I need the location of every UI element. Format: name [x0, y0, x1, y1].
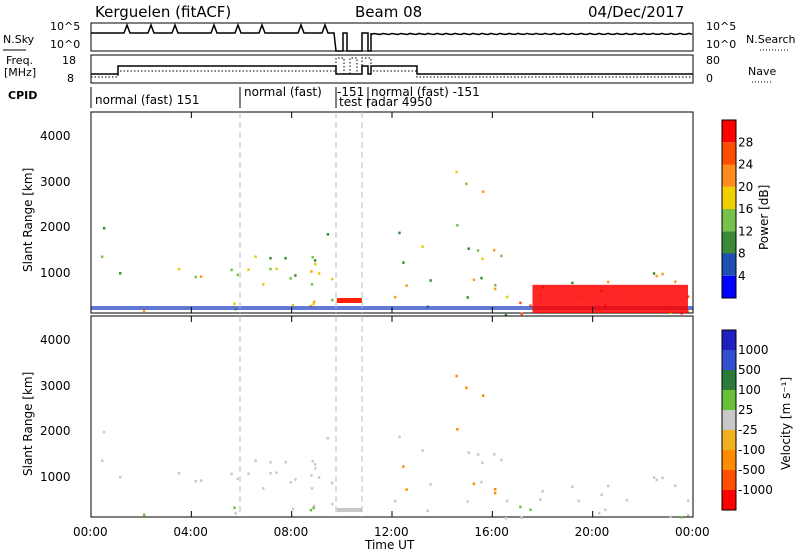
- beam-title: Beam 08: [355, 3, 422, 21]
- power-cbar-tick: 4: [738, 269, 746, 283]
- power-ytick-1000: 1000: [40, 266, 71, 280]
- velocity-cbar-segment: [722, 390, 736, 410]
- x-tick-label: 12:00: [374, 525, 409, 539]
- vel-ytick-4000: 4000: [40, 333, 71, 347]
- velocity-cbar-tick: 100: [738, 383, 761, 397]
- velocity-heatmap: [101, 374, 690, 520]
- power-cbar-segment: [722, 120, 736, 143]
- power-cbar-segment: [722, 231, 736, 254]
- vel-ytick-3000: 3000: [40, 379, 71, 393]
- freq-tick-bottom: 8: [67, 72, 74, 85]
- freq-tick-top: 18: [62, 54, 76, 67]
- vel-ylabel: Slant Range [km]: [21, 372, 35, 476]
- vel-cbar-label: Velocity [m s⁻¹]: [779, 377, 793, 470]
- velocity-cbar-segment: [722, 330, 736, 350]
- nsky-trace: [91, 22, 693, 52]
- power-cbar-segment: [722, 209, 736, 232]
- station-title: Kerguelen (fitACF): [95, 3, 231, 21]
- nsearch-tick-bottom: 10^0: [706, 38, 736, 51]
- x-tick-label: 00:00: [675, 525, 710, 539]
- power-cbar-tick: 20: [738, 180, 753, 194]
- cpid-seg-5: normal (fast) -151: [371, 85, 480, 99]
- power-ytick-3000: 3000: [40, 175, 71, 189]
- velocity-cbar-tick: 25: [738, 403, 753, 417]
- power-cbar-tick: 24: [738, 158, 753, 172]
- velocity-panel-frame: [90, 315, 694, 518]
- nsearch-tick-top: 10^5: [706, 20, 736, 33]
- nsky-panel: [90, 22, 694, 52]
- x-tick-label: 20:00: [575, 525, 610, 539]
- velocity-cbar-tick: -500: [738, 463, 765, 477]
- vel-ytick-1000: 1000: [40, 470, 71, 484]
- power-cbar-tick: 28: [738, 135, 753, 149]
- x-tick-label: 08:00: [274, 525, 309, 539]
- velocity-cbar-segment: [722, 370, 736, 390]
- cpid-label: CPID: [8, 89, 37, 102]
- nsky-tick-bottom: 10^0: [50, 38, 80, 51]
- power-cbar-tick: 12: [738, 224, 753, 238]
- cpid-seg-3: -151: [337, 85, 364, 99]
- velocity-cbar-segment: [722, 490, 736, 510]
- x-tick-label: 16:00: [474, 525, 509, 539]
- nsky-tick-top: 10^5: [50, 20, 80, 33]
- x-tick-label: 00:00: [73, 525, 108, 539]
- velocity-cbar-segment: [722, 450, 736, 470]
- nave-label: Nave: [748, 65, 776, 78]
- power-cbar-segment: [722, 142, 736, 165]
- power-panel-frame: [90, 111, 694, 314]
- power-cbar-segment: [722, 253, 736, 276]
- x-tick-label: 04:00: [173, 525, 208, 539]
- power-ytick-4000: 4000: [40, 129, 71, 143]
- vel-ytick-2000: 2000: [40, 424, 71, 438]
- power-ylabel: Slant Range [km]: [21, 168, 35, 272]
- freq-unit: [MHz]: [4, 66, 36, 79]
- velocity-cbar-segment: [722, 430, 736, 450]
- power-cbar-segment: [722, 164, 736, 187]
- power-colorbar: [721, 119, 737, 299]
- power-ytick-2000: 2000: [40, 220, 71, 234]
- nave-trace: [91, 57, 693, 78]
- cpid-seg-4: test radar 4950: [339, 95, 432, 109]
- power-cbar-tick: 16: [738, 202, 753, 216]
- freq-panel: [90, 54, 694, 84]
- velocity-cbar-tick: -25: [738, 423, 758, 437]
- x-axis-label: Time UT: [364, 538, 415, 552]
- power-heatmap: [91, 170, 693, 316]
- power-cbar-segment: [722, 186, 736, 209]
- power-cbar-segment: [722, 275, 736, 298]
- date-title: 04/Dec/2017: [588, 3, 684, 21]
- x-axis-ticks: 00:00 04:00 08:00 12:00 16:00 20:00 00:00: [73, 112, 710, 539]
- cpid-seg-1: normal (fast) 151: [95, 93, 199, 107]
- freq-label: Freq.: [6, 54, 33, 67]
- cpid-seg-2: normal (fast): [244, 85, 322, 99]
- nave-tick-bottom: 0: [706, 72, 713, 85]
- velocity-cbar-segment: [722, 470, 736, 490]
- power-cbar-label: Power [dB]: [757, 185, 771, 250]
- nsky-label: N.Sky: [3, 33, 35, 46]
- velocity-cbar-tick: -100: [738, 443, 765, 457]
- velocity-cbar-tick: -1000: [738, 483, 773, 497]
- power-cbar-tick: 8: [738, 247, 746, 261]
- velocity-cbar-tick: 500: [738, 363, 761, 377]
- velocity-colorbar: [721, 329, 737, 511]
- power-cbar-ticks: 28 24 20 16 12 8 4: [738, 135, 753, 283]
- freq-trace: [91, 65, 693, 75]
- velocity-cbar-ticks: 1000 500 100 25 -25 -100 -500 -1000: [738, 343, 773, 497]
- nsearch-label: N.Search: [746, 33, 796, 46]
- velocity-cbar-segment: [722, 410, 736, 430]
- velocity-cbar-segment: [722, 350, 736, 370]
- nave-tick-top: 80: [706, 54, 720, 67]
- velocity-cbar-tick: 1000: [738, 343, 769, 357]
